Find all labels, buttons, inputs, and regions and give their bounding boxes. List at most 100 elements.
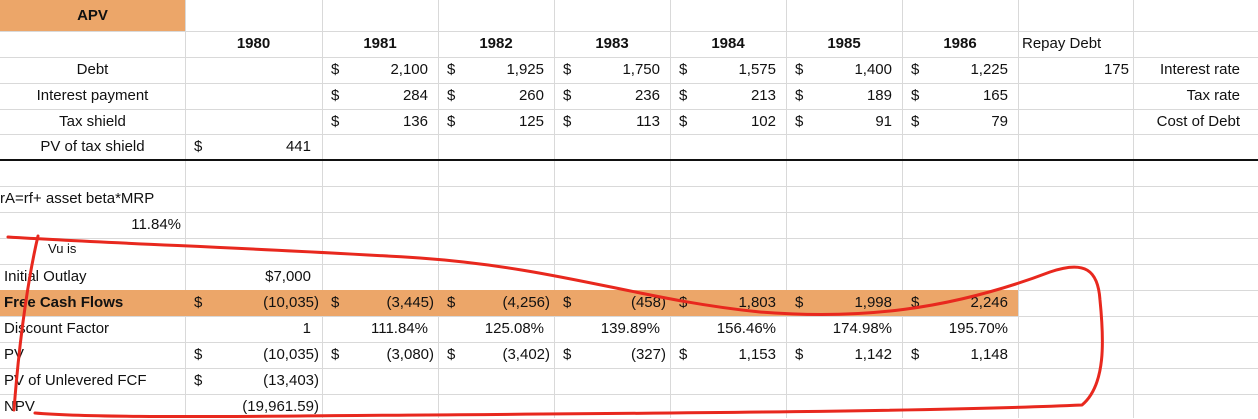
currency-symbol: $ [563, 87, 572, 104]
currency-symbol: $ [194, 138, 203, 155]
fcf-1983[interactable]: (458) [630, 294, 666, 311]
interest-label: Interest payment [36, 87, 149, 104]
grid-line [0, 238, 1258, 239]
discount-factor-1984[interactable]: 156.46% [716, 320, 776, 337]
year-1985: 1985 [827, 35, 861, 52]
fcf-1984[interactable]: 1,803 [738, 294, 776, 311]
currency-symbol: $ [563, 61, 572, 78]
tax-shield-1984[interactable]: 102 [750, 113, 776, 130]
interest-rate-label: Interest rate [1159, 61, 1240, 78]
tax-shield-1981[interactable]: 136 [402, 113, 428, 130]
tax-shield-1982[interactable]: 125 [518, 113, 544, 130]
pv-1984[interactable]: 1,153 [738, 346, 776, 363]
initial-outlay-label: Initial Outlay [4, 268, 87, 285]
fcf-1985[interactable]: 1,998 [854, 294, 892, 311]
tax-shield-1985[interactable]: 91 [875, 113, 892, 130]
discount-factor-1986[interactable]: 195.70% [948, 320, 1008, 337]
debt-1984[interactable]: 1,575 [738, 61, 776, 78]
year-1981: 1981 [363, 35, 397, 52]
pv-1980[interactable]: (10,035) [263, 346, 319, 363]
pv-unlevered-label: PV of Unlevered FCF [4, 372, 147, 389]
grid-line [0, 83, 1258, 84]
pv-1985[interactable]: 1,142 [854, 346, 892, 363]
grid-line [0, 212, 1258, 213]
currency-symbol: $ [331, 87, 340, 104]
debt-1983[interactable]: 1,750 [622, 61, 660, 78]
interest-1982[interactable]: 260 [518, 87, 544, 104]
currency-symbol: $ [447, 113, 456, 130]
grid-line [554, 0, 555, 418]
grid-line [0, 109, 1258, 110]
interest-1985[interactable]: 189 [866, 87, 892, 104]
currency-symbol: $ [447, 61, 456, 78]
grid-line [0, 31, 1258, 32]
pv-1986[interactable]: 1,148 [970, 346, 1008, 363]
initial-outlay-value[interactable]: $7,000 [265, 268, 311, 285]
ra-value[interactable]: 11.84% [131, 216, 181, 233]
year-1983: 1983 [595, 35, 629, 52]
grid-line [670, 0, 671, 418]
currency-symbol: $ [795, 87, 804, 104]
currency-symbol: $ [795, 113, 804, 130]
year-1980: 1980 [236, 35, 271, 52]
fcf-1980[interactable]: (10,035) [263, 294, 319, 311]
tax-shield-1983[interactable]: 113 [636, 113, 660, 130]
discount-factor-1985[interactable]: 174.98% [832, 320, 892, 337]
pv-unlevered-value[interactable]: (13,403) [263, 372, 319, 389]
tax-rate-label: Tax rate [1186, 87, 1240, 104]
interest-1984[interactable]: 213 [750, 87, 776, 104]
pv-1983[interactable]: (327) [630, 346, 666, 363]
currency-symbol: $ [679, 113, 688, 130]
interest-1986[interactable]: 165 [982, 87, 1008, 104]
pv-1982[interactable]: (3,402) [502, 346, 550, 363]
discount-factor-1981[interactable]: 111.84% [371, 320, 428, 337]
debt-1985[interactable]: 1,400 [854, 61, 892, 78]
debt-1986[interactable]: 1,225 [970, 61, 1008, 78]
grid-line [322, 0, 323, 418]
grid-line [786, 0, 787, 418]
pv-1981[interactable]: (3,080) [386, 346, 434, 363]
currency-symbol: $ [679, 87, 688, 104]
npv-label: NPV [4, 398, 35, 415]
currency-symbol: $ [911, 87, 920, 104]
currency-symbol: $ [795, 61, 804, 78]
discount-factor-1983[interactable]: 139.89% [600, 320, 660, 337]
year-1984: 1984 [711, 35, 745, 52]
currency-symbol: $ [911, 113, 920, 130]
repay-debt-value[interactable]: 175 [1103, 61, 1129, 78]
grid-line [902, 0, 903, 418]
debt-1982[interactable]: 1,925 [506, 61, 544, 78]
fcf-1986[interactable]: 2,246 [970, 294, 1008, 311]
interest-1983[interactable]: 236 [634, 87, 660, 104]
grid-line [185, 0, 186, 418]
vu-label: Vu is [48, 241, 77, 256]
fcf-1981[interactable]: (3,445) [386, 294, 434, 311]
pv-tax-shield-label: PV of tax shield [40, 138, 145, 155]
tax-shield-1986[interactable]: 79 [991, 113, 1008, 130]
pv-label: PV [4, 346, 25, 363]
currency-symbol: $ [563, 113, 572, 130]
pv-tax-shield-value[interactable]: 441 [285, 138, 311, 155]
sheet-title: APV [77, 7, 108, 24]
interest-1981[interactable]: 284 [402, 87, 428, 104]
currency-symbol: $ [331, 61, 340, 78]
grid-line [0, 134, 1258, 135]
grid-line [0, 57, 1258, 58]
fcf-label: Free Cash Flows [4, 294, 124, 311]
title-band [0, 0, 185, 31]
ra-formula: rA=rf+ asset beta*MRP [0, 190, 155, 207]
discount-factor-1982[interactable]: 125.08% [484, 320, 544, 337]
grid-line [1133, 0, 1134, 418]
discount-factor-1980[interactable]: 1 [302, 320, 311, 337]
debt-1981[interactable]: 2,100 [390, 61, 428, 78]
repay-debt-label: Repay Debt [1022, 35, 1102, 52]
currency-symbol: $ [331, 113, 340, 130]
year-1982: 1982 [479, 35, 513, 52]
fcf-1982[interactable]: (4,256) [502, 294, 550, 311]
section-divider [0, 159, 1258, 161]
npv-value[interactable]: (19,961.59) [242, 398, 319, 415]
tax-shield-label: Tax shield [59, 113, 126, 130]
currency-symbol: $ [679, 61, 688, 78]
currency-symbol: $ [911, 61, 920, 78]
